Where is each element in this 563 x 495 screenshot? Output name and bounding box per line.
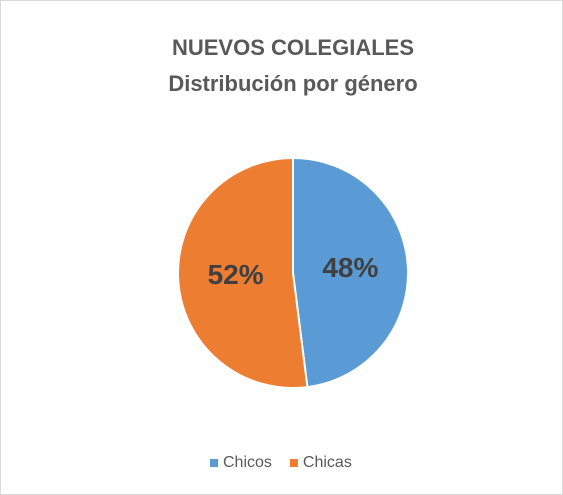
pie-slice	[292, 156, 409, 389]
legend-swatch	[289, 459, 298, 467]
legend-swatch	[210, 459, 218, 467]
legend-label: Chicos	[223, 454, 272, 471]
chart-subtitle: Distribución por género	[168, 71, 417, 96]
data-label: 52%	[208, 259, 264, 290]
pie-slice	[177, 156, 309, 389]
legend-label: Chicas	[303, 454, 352, 471]
chart-title: NUEVOS COLEGIALES	[172, 35, 414, 60]
data-label: 48%	[322, 252, 378, 283]
